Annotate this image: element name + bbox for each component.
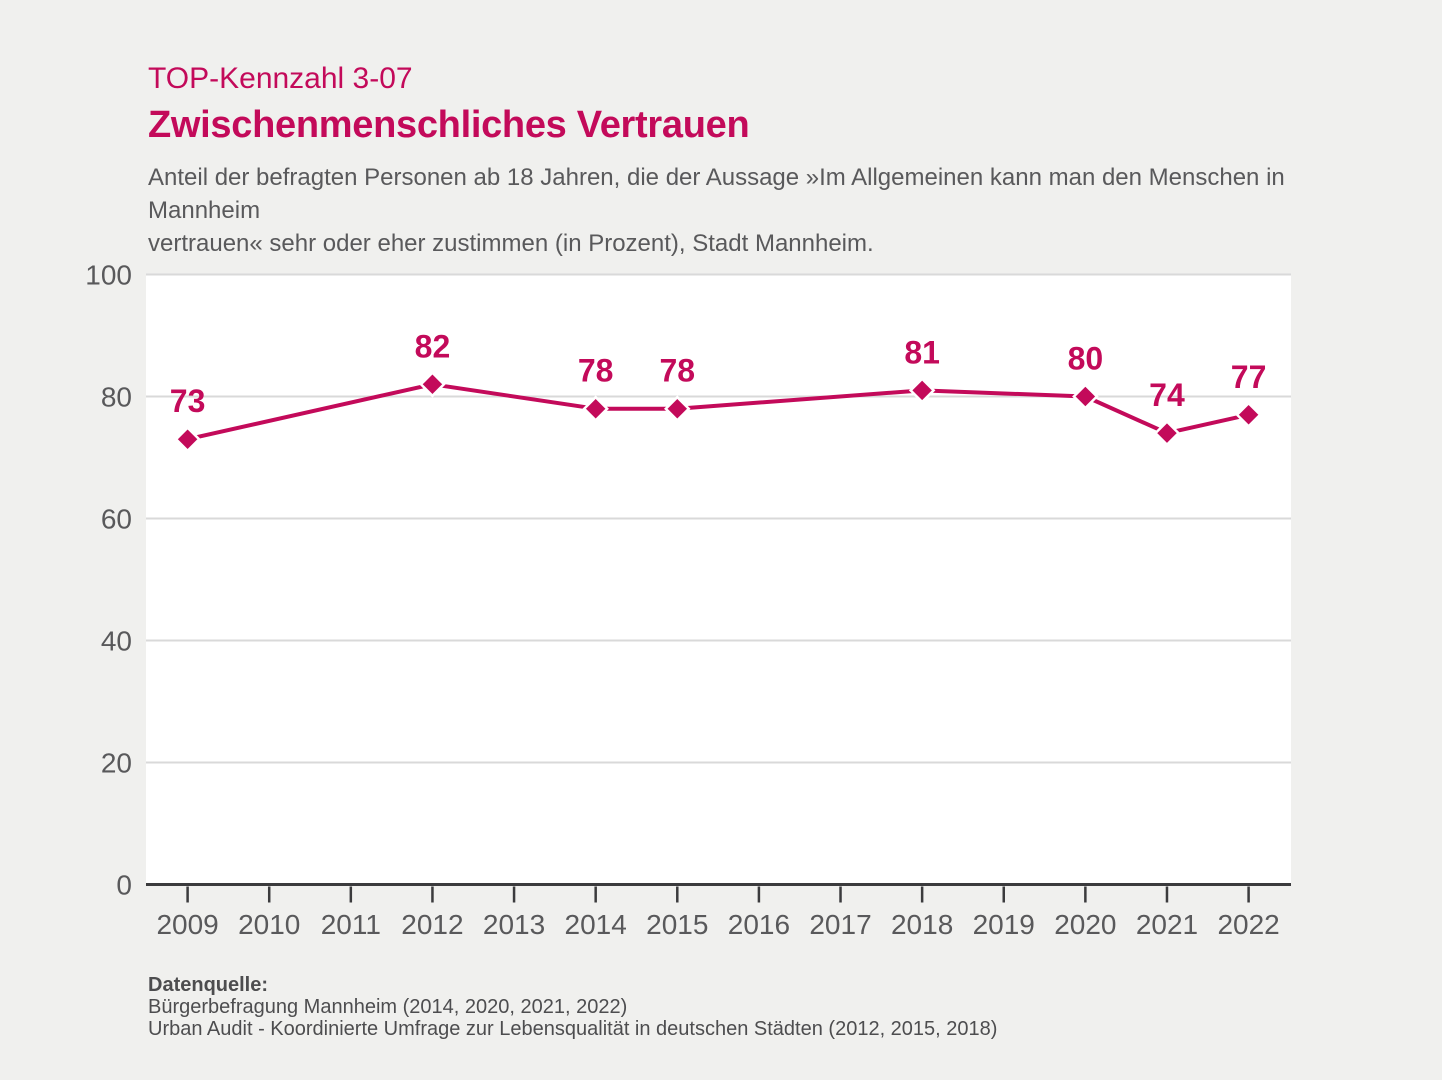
y-tick-label-40: 40	[101, 626, 132, 657]
source-note-label: Datenquelle:	[148, 974, 269, 996]
x-tick-label-2013: 2013	[483, 909, 545, 940]
x-tick-label-2015: 2015	[646, 909, 708, 940]
x-tick-label-2010: 2010	[238, 909, 300, 940]
y-tick-label-80: 80	[101, 382, 132, 413]
x-tick-label-2019: 2019	[973, 909, 1035, 940]
plot-area	[146, 274, 1291, 885]
x-tick-label-2018: 2018	[891, 909, 953, 940]
x-tick-label-2014: 2014	[565, 909, 627, 940]
marker-2020	[1072, 383, 1099, 410]
value-label-2018: 81	[904, 334, 940, 370]
y-tick-label-0: 0	[116, 870, 132, 901]
chart-header: TOP-Kennzahl 3-07 Zwischenmenschliches V…	[148, 60, 1348, 260]
y-tick-label-100: 100	[85, 260, 132, 291]
data-line	[185, 382, 1251, 442]
marker-2015	[664, 395, 691, 422]
x-tick-label-2016: 2016	[728, 909, 790, 940]
kicker: TOP-Kennzahl 3-07	[148, 62, 413, 95]
value-label-2015: 78	[659, 353, 695, 389]
source-note-line-1: Bürgerbefragung Mannheim (2014, 2020, 20…	[148, 996, 628, 1018]
source-note-line-2: Urban Audit - Koordinierte Umfrage zur L…	[148, 1018, 998, 1040]
marker-2022	[1235, 401, 1262, 429]
x-tick-label-2011: 2011	[321, 909, 381, 940]
x-tick-label-2012: 2012	[401, 909, 463, 940]
x-tick-label-2020: 2020	[1054, 909, 1116, 940]
x-tick-label-2022: 2022	[1217, 909, 1279, 940]
marker-2012	[419, 371, 446, 398]
value-label-2022: 77	[1231, 359, 1267, 395]
chart-subtitle: Anteil der befragten Personen ab 18 Jahr…	[148, 161, 1348, 260]
value-label-2012: 82	[415, 328, 451, 364]
source-note: Datenquelle: Bürgerbefragung Mannheim (2…	[148, 974, 997, 1040]
marker-2021	[1153, 419, 1181, 447]
marker-2009	[174, 425, 201, 453]
chart-subtitle-line-1: Anteil der befragten Personen ab 18 Jahr…	[148, 164, 1285, 225]
page-title: Zwischenmenschliches Vertrauen	[148, 103, 750, 146]
value-label-2021: 74	[1149, 377, 1185, 413]
y-tick-label-20: 20	[101, 748, 132, 779]
x-tick-label-2009: 2009	[156, 909, 218, 940]
x-tick-label-2021: 2021	[1136, 909, 1198, 940]
marker-2014	[582, 395, 609, 422]
value-label-2014: 78	[578, 353, 614, 389]
y-tick-label-60: 60	[101, 504, 132, 535]
value-label-2009: 73	[170, 383, 206, 419]
chart-subtitle-line-2: vertrauen« sehr oder eher zustimmen (in …	[148, 230, 874, 258]
value-label-2020: 80	[1068, 341, 1104, 377]
x-tick-label-2017: 2017	[809, 909, 871, 940]
marker-2018	[908, 377, 936, 404]
